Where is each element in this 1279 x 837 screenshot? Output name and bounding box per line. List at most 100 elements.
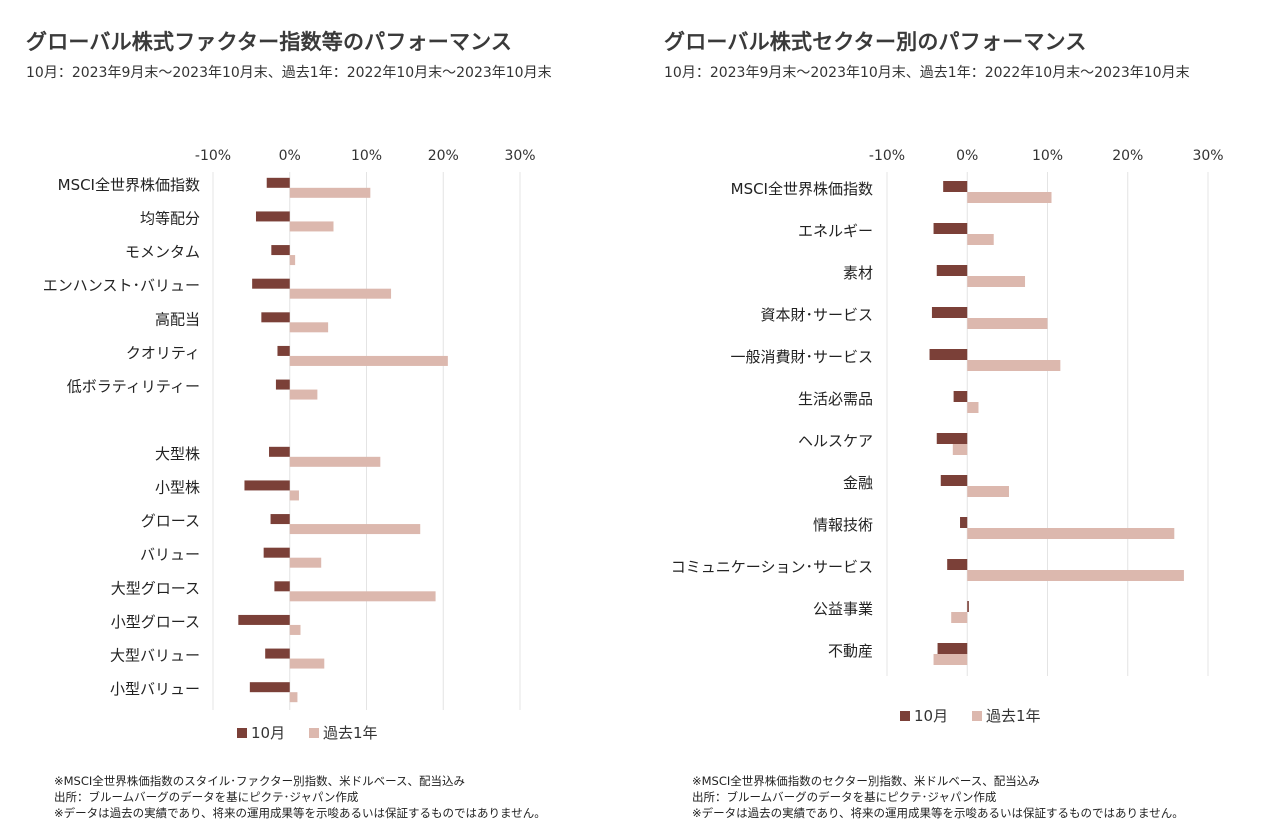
bar-過去1年	[967, 318, 1048, 329]
source-line: 出所：ブルームバーグのデータを基にピクテ･ジャパン作成	[692, 790, 997, 804]
category-label: 大型バリュー	[110, 647, 200, 665]
factor-bar-chart: -10% 0% 10% 20% 30% MSCI全世界株価指数均等配分モメンタムエンハンス…	[43, 148, 536, 742]
x-tick-label: 20%	[1112, 148, 1143, 164]
category-label: バリュー	[140, 546, 200, 564]
category-label: 公益事業	[813, 600, 873, 618]
category-label: エネルギー	[798, 222, 873, 240]
bar-過去1年	[967, 570, 1184, 581]
chart-notes: ※MSCI全世界株価指数のセクター別指数、米ドルベース、配当込み 出所：ブルーム…	[692, 773, 1184, 821]
category-label: 大型グロース	[111, 579, 200, 597]
category-label: MSCI全世界株価指数	[58, 176, 200, 194]
category-label: 大型株	[155, 445, 200, 463]
bar-10月	[261, 312, 290, 323]
category-label: ヘルスケア	[798, 432, 873, 450]
legend-label-10月: 10月	[251, 724, 285, 742]
category-label: 均等配分	[140, 209, 200, 227]
bar-過去1年	[289, 658, 325, 669]
bar-10月	[269, 446, 290, 457]
bar-過去1年	[289, 692, 298, 703]
bar-10月	[933, 223, 968, 234]
bar-10月	[249, 682, 290, 693]
category-label: 生活必需品	[798, 390, 873, 408]
bar-過去1年	[289, 389, 318, 400]
bar-10月	[255, 211, 290, 222]
bar-10月	[271, 245, 290, 256]
bar-10月	[275, 379, 290, 390]
bar-10月	[238, 614, 290, 625]
legend-label-10月: 10月	[914, 707, 948, 725]
bar-10月	[937, 643, 968, 654]
category-label: 一般消費財･サービス	[730, 348, 873, 366]
legend-swatch-過去1年	[972, 711, 982, 721]
disclaimer-line: ※データは過去の実績であり、将来の運用成果等を示唆あるいは保証するものではありま…	[54, 806, 546, 820]
x-tick-label: 10%	[1032, 148, 1063, 164]
left-chart-panel: グローバル株式ファクター指数等のパフォーマンス 10月：2023年9月末～202…	[26, 30, 552, 821]
category-label: クオリティ	[126, 344, 200, 362]
chart-subtitle: 10月：2023年9月末～2023年10月末、過去1年：2022年10月末～20…	[26, 65, 552, 81]
bar-過去1年	[289, 456, 381, 467]
x-tick-label: -10%	[195, 148, 231, 164]
sector-bar-chart: -10% 0% 10% 20% 30% MSCI全世界株価指数エネルギー素材資本財･サービ…	[671, 148, 1224, 725]
x-tick-label: 0%	[956, 148, 978, 164]
bar-10月	[274, 581, 290, 592]
bar-過去1年	[289, 591, 436, 602]
category-label: 小型バリュー	[110, 680, 200, 698]
category-label: 高配当	[155, 310, 200, 328]
note-line: ※MSCI全世界株価指数のセクター別指数、米ドルベース、配当込み	[692, 774, 1040, 788]
bar-過去1年	[933, 654, 968, 665]
bar-10月	[244, 480, 290, 491]
bar-10月	[967, 601, 969, 612]
category-label: 金融	[843, 474, 873, 492]
legend-swatch-10月	[900, 711, 910, 721]
legend-swatch-過去1年	[309, 728, 319, 738]
chart-title: グローバル株式セクター別のパフォーマンス	[664, 30, 1087, 54]
category-label: 情報技術	[813, 516, 873, 534]
category-label: MSCI全世界株価指数	[731, 180, 873, 198]
category-label: 小型株	[155, 478, 200, 496]
chart-subtitle: 10月：2023年9月末～2023年10月末、過去1年：2022年10月末～20…	[664, 65, 1190, 81]
x-tick-label: 30%	[504, 148, 535, 164]
bar-過去1年	[289, 490, 299, 501]
bar-過去1年	[967, 402, 979, 413]
bar-10月	[940, 475, 968, 486]
bar-過去1年	[289, 557, 322, 568]
bar-10月	[929, 349, 968, 360]
bar-10月	[943, 181, 968, 192]
bar-過去1年	[289, 355, 448, 366]
bar-10月	[277, 345, 290, 356]
right-chart-panel: グローバル株式セクター別のパフォーマンス 10月：2023年9月末～2023年1…	[640, 0, 1279, 837]
bar-過去1年	[951, 612, 968, 623]
category-label: 素材	[843, 264, 873, 282]
bar-過去1年	[967, 276, 1026, 287]
disclaimer-line: ※データは過去の実績であり、将来の運用成果等を示唆あるいは保証するものではありま…	[692, 806, 1184, 820]
category-label: グロース	[141, 512, 200, 530]
bar-過去1年	[289, 322, 329, 333]
bar-過去1年	[289, 524, 421, 535]
bar-10月	[266, 177, 290, 188]
legend-label-過去1年: 過去1年	[986, 707, 1041, 725]
bar-過去1年	[967, 528, 1175, 539]
bar-10月	[270, 514, 290, 525]
bar-10月	[265, 648, 290, 659]
category-label: 不動産	[828, 642, 873, 660]
category-label: 低ボラティリティー	[67, 378, 200, 396]
x-tick-label: 10%	[351, 148, 382, 164]
category-label: 資本財･サービス	[760, 306, 873, 324]
legend-swatch-10月	[237, 728, 247, 738]
x-tick-label: 20%	[428, 148, 459, 164]
bar-過去1年	[289, 255, 296, 266]
chart-title: グローバル株式ファクター指数等のパフォーマンス	[26, 30, 513, 54]
x-tick-label: 30%	[1192, 148, 1223, 164]
bar-過去1年	[289, 187, 371, 198]
category-label: コミュニケーション･サービス	[671, 558, 873, 576]
x-tick-label: -10%	[869, 148, 905, 164]
category-label: エンハンスト･バリュー	[43, 277, 200, 295]
bar-10月	[936, 433, 968, 444]
bar-10月	[931, 307, 968, 318]
chart-notes: ※MSCI全世界株価指数のスタイル･ファクター別指数、米ドルベース、配当込み 出…	[54, 773, 546, 821]
bar-過去1年	[967, 234, 994, 245]
bar-過去1年	[289, 624, 301, 635]
bar-10月	[960, 517, 968, 528]
bar-10月	[953, 391, 968, 402]
bar-過去1年	[967, 192, 1052, 203]
